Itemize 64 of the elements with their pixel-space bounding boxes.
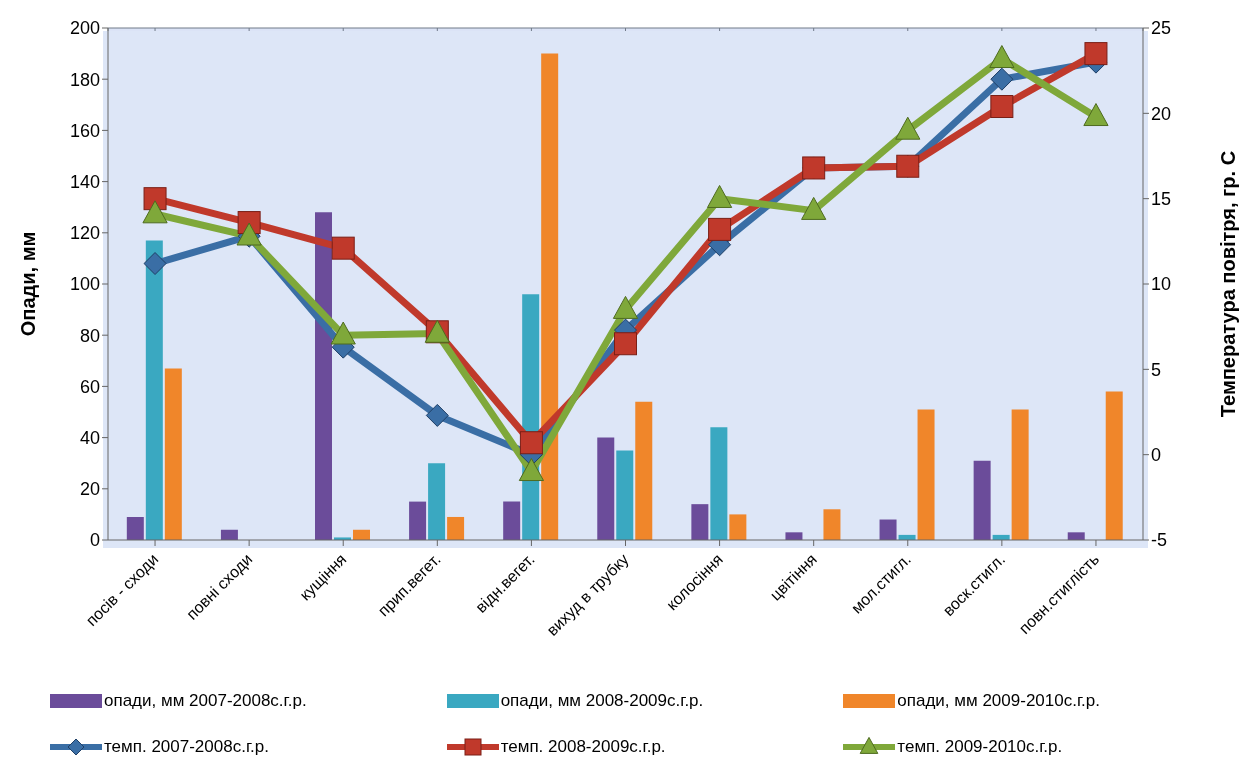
point bbox=[425, 403, 449, 427]
legend-label: темп. 2009-2010с.г.р. bbox=[897, 737, 1063, 757]
bar bbox=[1067, 532, 1085, 540]
bar bbox=[879, 519, 897, 540]
y-tick-label: 180 bbox=[69, 69, 100, 90]
bar bbox=[691, 504, 709, 540]
point bbox=[989, 45, 1015, 69]
point bbox=[330, 321, 356, 345]
bar bbox=[409, 501, 427, 540]
y2-axis-title: Температура повітря, гр. С bbox=[1217, 150, 1240, 418]
point bbox=[142, 200, 168, 224]
y-tick-label: 40 bbox=[79, 427, 100, 448]
bar bbox=[145, 240, 163, 540]
bar bbox=[597, 437, 615, 540]
legend-label: опади, мм 2009-2010с.г.р. bbox=[897, 691, 1100, 711]
y-tick-label: 120 bbox=[69, 223, 100, 244]
bar bbox=[1011, 409, 1029, 540]
bar bbox=[503, 501, 521, 540]
legend-label: опади, мм 2007-2008с.г.р. bbox=[104, 691, 307, 711]
y-tick-label: 0 bbox=[89, 530, 100, 551]
point bbox=[518, 458, 545, 482]
legend-label: темп. 2007-2008с.г.р. bbox=[104, 737, 269, 757]
y-tick-label: 100 bbox=[69, 274, 100, 295]
y2-tick-label: 10 bbox=[1151, 274, 1172, 295]
bar bbox=[729, 514, 747, 540]
y2-tick-label: 20 bbox=[1151, 103, 1172, 124]
y2-tick-label: -5 bbox=[1151, 530, 1168, 551]
y2-tick-label: 15 bbox=[1151, 189, 1172, 210]
y2-tick-label: 25 bbox=[1151, 18, 1172, 39]
bar bbox=[1105, 391, 1123, 540]
y2-tick-label: 5 bbox=[1151, 359, 1162, 380]
bar bbox=[428, 463, 446, 540]
bar bbox=[785, 532, 803, 540]
point bbox=[614, 332, 637, 356]
point bbox=[1084, 42, 1108, 66]
bar bbox=[164, 368, 182, 540]
y-tick-label: 200 bbox=[69, 18, 100, 39]
y-tick-label: 60 bbox=[79, 376, 100, 397]
point bbox=[990, 95, 1014, 119]
y2-tick-label: 0 bbox=[1151, 445, 1162, 466]
bar bbox=[541, 53, 559, 540]
bar bbox=[616, 450, 634, 540]
point bbox=[519, 431, 543, 455]
bar bbox=[126, 516, 144, 540]
point bbox=[143, 252, 167, 276]
y-tick-label: 160 bbox=[69, 120, 100, 141]
bar bbox=[823, 509, 841, 540]
y-axis-title: Опади, мм bbox=[17, 231, 40, 337]
point bbox=[331, 236, 355, 260]
bar bbox=[973, 460, 991, 540]
y-tick-label: 80 bbox=[79, 325, 100, 346]
point bbox=[895, 116, 921, 140]
bar bbox=[315, 212, 332, 540]
point bbox=[708, 217, 732, 241]
point bbox=[990, 67, 1014, 91]
bar bbox=[635, 401, 653, 540]
bar bbox=[710, 427, 728, 540]
legend-label: темп. 2008-2009с.г.р. bbox=[500, 737, 666, 757]
point bbox=[1083, 103, 1109, 127]
legend-label: опади, мм 2008-2009с.г.р. bbox=[500, 691, 704, 711]
y-tick-label: 20 bbox=[79, 479, 100, 500]
bar bbox=[447, 516, 465, 540]
y-tick-label: 140 bbox=[69, 171, 100, 192]
bar bbox=[917, 409, 935, 540]
